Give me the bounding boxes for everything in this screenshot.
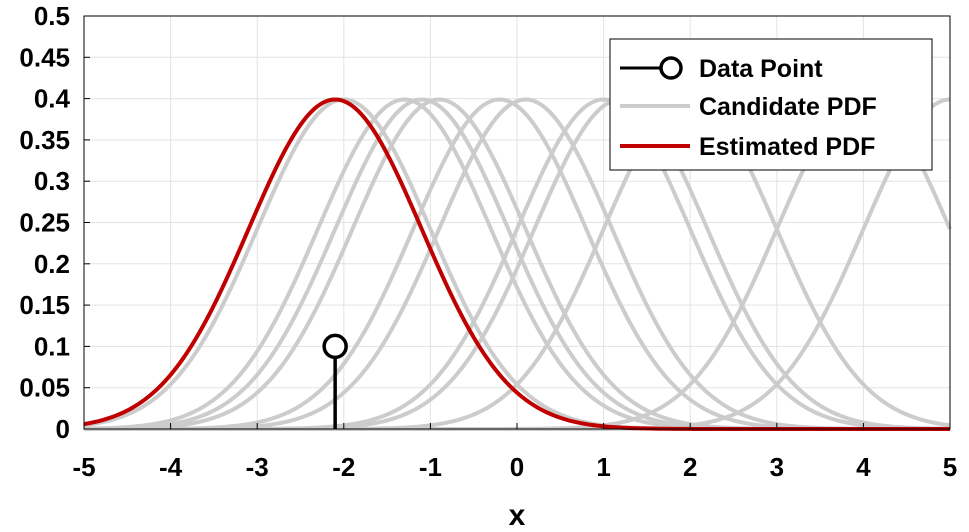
y-tick-label: 0.3: [34, 166, 70, 196]
y-tick-label: 0.35: [19, 125, 70, 155]
plot-frame: [83, 15, 951, 430]
x-tick-label: 5: [943, 452, 957, 482]
legend-data-point-label: Data Point: [699, 55, 823, 83]
x-tick-label: 2: [683, 452, 697, 482]
y-tick-label: 0.5: [34, 1, 70, 31]
y-tick-label: 0.45: [19, 42, 70, 72]
x-tick-label: -3: [246, 452, 269, 482]
y-tick-labels: 0 0.05 0.1 0.15 0.2 0.25 0.3 0.35 0.4 0.45 0.5: [19, 1, 70, 444]
x-axis-title: x: [509, 499, 526, 532]
x-tick-label: -1: [419, 452, 442, 482]
y-tick-label: 0.15: [19, 290, 70, 320]
x-tick-label: -4: [159, 452, 183, 482]
y-tick-label: 0.2: [34, 249, 70, 279]
x-tick-label: 0: [510, 452, 524, 482]
legend-data-point-swatch-marker: [659, 56, 683, 80]
legend: Data Point Candidate PDF Estimated PDF: [609, 38, 933, 171]
data-point-marker: [322, 333, 348, 360]
y-tick-label: 0.4: [34, 84, 71, 114]
axes: [83, 15, 951, 430]
x-tick-labels: -5 -4 -3 -2 -1 0 1 2 3 4 5: [72, 452, 957, 482]
data-point-series: [322, 333, 348, 429]
x-tick-label: 3: [770, 452, 784, 482]
x-tick-label: 4: [856, 452, 871, 482]
x-tick-label: 1: [596, 452, 610, 482]
legend-candidate-pdf-label: Candidate PDF: [699, 93, 877, 121]
y-tick-label: 0: [56, 414, 70, 444]
y-tick-label: 0.25: [19, 208, 70, 238]
x-tick-label: -2: [332, 452, 355, 482]
y-tick-label: 0.1: [34, 331, 70, 361]
legend-estimated-pdf-label: Estimated PDF: [699, 133, 875, 161]
y-tick-label: 0.05: [19, 373, 70, 403]
x-tick-label: -5: [72, 452, 95, 482]
